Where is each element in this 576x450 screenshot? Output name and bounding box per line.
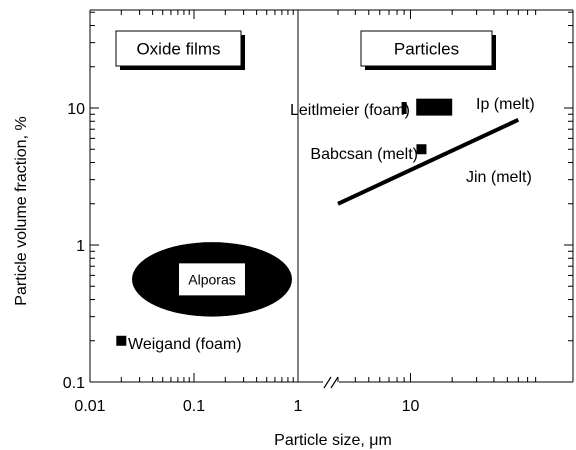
y-tick-label: 0.1 xyxy=(63,375,85,392)
x-tick-label: 0.1 xyxy=(183,398,205,415)
series-annotation: Weigand (foam) xyxy=(128,336,242,353)
tick-labels: 0.01 0.1 1 10 0.1 1 10 xyxy=(63,101,420,415)
data-trend-line xyxy=(337,117,520,206)
x-tick-label: 1 xyxy=(294,398,303,415)
axis-ticks xyxy=(89,10,573,383)
y-axis-title: Particle volume fraction, % xyxy=(13,116,30,305)
data-marks: Alporas xyxy=(116,98,520,346)
series-annotation: Jin (melt) xyxy=(466,169,532,186)
y-tick-label: 10 xyxy=(67,101,85,118)
ellipse-label: Alporas xyxy=(188,271,235,287)
region-box xyxy=(115,30,242,67)
plot-frame xyxy=(89,9,574,389)
axis-break-mark xyxy=(323,376,332,389)
annotations: Leitlmeier (foam) Ip (melt) Babcsan (melt)… xyxy=(128,96,535,353)
region-box-label: Oxide films xyxy=(136,40,220,59)
data-point xyxy=(116,335,127,346)
series-annotation: Babcsan (melt) xyxy=(310,146,418,163)
x-axis-title: Particle size, μm xyxy=(274,432,392,449)
y-tick-label: 1 xyxy=(76,238,85,255)
axis-break-mark xyxy=(330,376,339,389)
series-annotation: Leitlmeier (foam) xyxy=(290,102,410,119)
data-range-box xyxy=(416,98,453,116)
series-annotation: Ip (melt) xyxy=(476,96,535,113)
region-box xyxy=(360,30,493,67)
x-tick-label: 10 xyxy=(402,398,420,415)
x-tick-label: 0.01 xyxy=(74,398,105,415)
ellipse-label-box xyxy=(179,263,245,296)
region-box-label: Particles xyxy=(394,40,459,59)
data-point xyxy=(416,144,427,155)
data-point xyxy=(401,102,407,114)
region-boxes: Oxide films Particles xyxy=(115,30,496,70)
